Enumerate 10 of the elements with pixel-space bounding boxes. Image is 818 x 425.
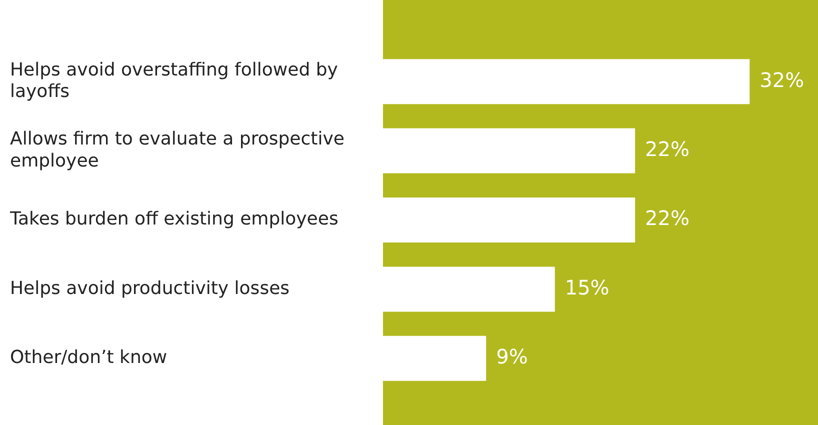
- y-tick-label: Other/don’t know: [10, 347, 168, 368]
- data-label: 22%: [645, 206, 690, 230]
- y-tick-label: Allows firm to evaluate a prospective employee: [10, 128, 344, 172]
- y-tick-label: Helps avoid overstaffing followed by layoffs: [10, 59, 338, 102]
- data-label: 9%: [496, 344, 528, 369]
- data-label: 15%: [564, 275, 610, 300]
- y-tick-label: Takes burden off existing employees: [9, 208, 338, 230]
- data-label: 22%: [645, 137, 690, 162]
- y-tick-label: Helps avoid productivity losses: [10, 278, 290, 299]
- data-label: 32%: [760, 68, 804, 92]
